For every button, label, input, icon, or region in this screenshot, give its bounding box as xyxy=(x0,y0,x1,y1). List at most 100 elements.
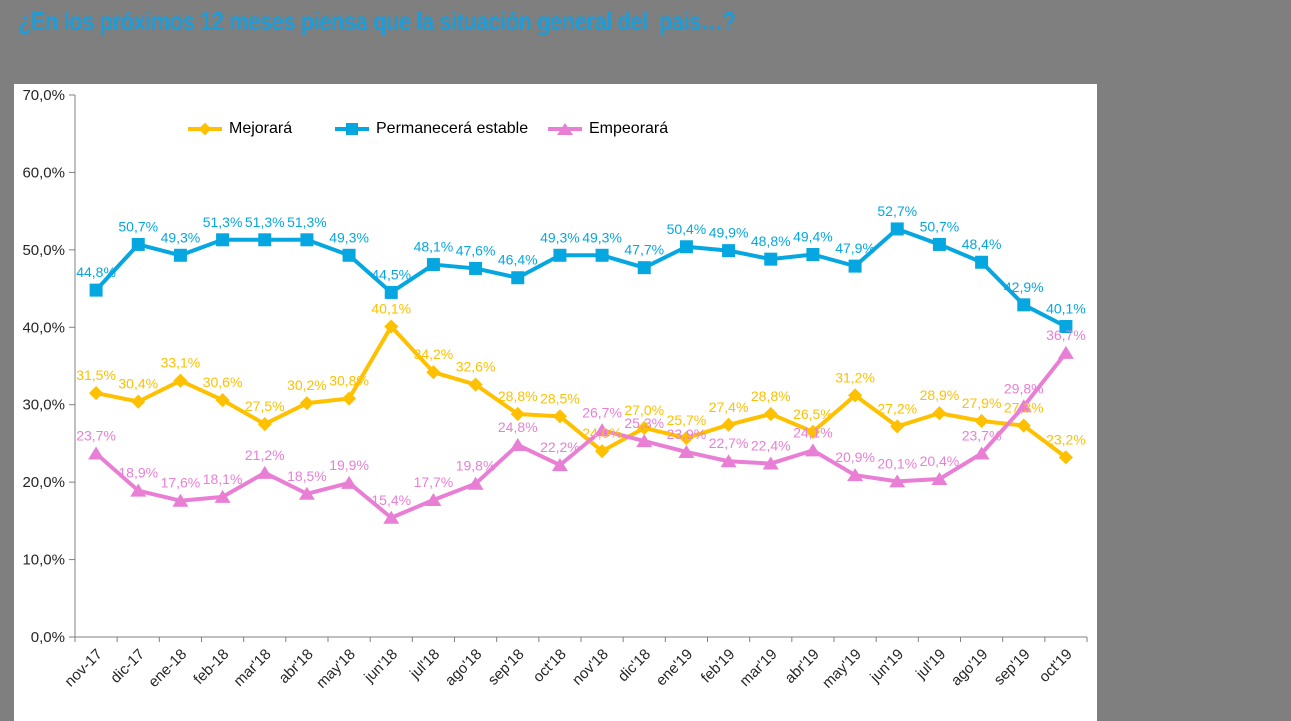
data-point-label: 27,3% xyxy=(1004,400,1044,416)
data-point-marker xyxy=(173,373,188,388)
data-point-marker xyxy=(722,244,736,258)
data-point-label: 28,8% xyxy=(751,388,791,404)
data-point-label: 27,9% xyxy=(962,395,1002,411)
data-point-label: 30,8% xyxy=(329,373,369,389)
data-point-marker xyxy=(384,285,398,299)
data-point-label: 20,1% xyxy=(877,455,917,471)
data-point-marker xyxy=(383,510,400,524)
data-point-label: 25,3% xyxy=(624,415,664,431)
data-point-label: 24,0% xyxy=(582,425,622,441)
data-point-marker xyxy=(1017,298,1031,312)
data-point-marker xyxy=(764,252,778,266)
square-marker-icon xyxy=(346,123,358,135)
x-axis-tick-label: may'18 xyxy=(313,646,359,692)
data-point-marker xyxy=(342,248,356,262)
x-axis-tick-label: may'19 xyxy=(819,646,865,692)
data-point-label: 48,8% xyxy=(751,233,791,249)
data-point-label: 28,5% xyxy=(540,390,580,406)
series-labels-empeorara: 23,7% 18,9%17,6% 18,1%21,2%18,5%19,9% 15,4%… xyxy=(76,327,1086,508)
data-point-marker xyxy=(636,434,653,448)
data-point-label: 23,9% xyxy=(667,426,707,442)
data-point-marker xyxy=(341,475,358,489)
data-point-marker xyxy=(932,406,947,421)
data-point-marker xyxy=(215,392,230,408)
data-point-label: 34,2% xyxy=(414,346,454,362)
data-point-marker xyxy=(172,493,189,507)
data-point-marker xyxy=(89,283,103,297)
data-point-marker xyxy=(131,237,145,251)
x-axis-tick-label: jul'19 xyxy=(912,646,949,683)
x-axis-tick-label: ago'18 xyxy=(442,646,486,690)
data-point-label: 26,5% xyxy=(793,406,833,422)
data-point-marker xyxy=(678,444,695,458)
x-axis-tick-label: dic'18 xyxy=(615,646,654,685)
data-point-label: 22,7% xyxy=(709,435,749,451)
legend-label: Empeorará xyxy=(589,120,669,137)
x-axis-tick-label: mar'18 xyxy=(230,646,274,690)
series-labels-mejorara: 31,5%30,4%33,1%30,6%27,5%30,2% 30,8% 40,1%… xyxy=(76,301,1086,448)
data-point-marker xyxy=(975,255,989,269)
data-point-marker xyxy=(974,413,989,429)
legend-label: Permanecerá estable xyxy=(376,120,529,137)
data-point-label: 46,4% xyxy=(498,252,538,268)
data-point-label: 49,3% xyxy=(540,229,580,245)
data-point-label: 31,5% xyxy=(76,367,116,383)
data-point-marker xyxy=(299,396,314,411)
data-point-label: 27,4% xyxy=(709,399,749,415)
data-point-marker xyxy=(594,423,611,437)
data-point-label: 50,4% xyxy=(667,221,707,237)
data-point-label: 49,3% xyxy=(329,229,369,245)
data-point-marker xyxy=(637,420,652,436)
data-point-label: 20,4% xyxy=(920,453,960,469)
data-point-marker xyxy=(173,248,187,262)
data-point-label: 42,9% xyxy=(1004,279,1044,295)
legend-item-empeorara: Empeorará xyxy=(548,120,668,138)
data-point-marker xyxy=(426,258,440,272)
data-point-marker xyxy=(425,492,442,506)
series-empeorara xyxy=(88,345,1074,524)
x-axis-tick-label: feb-18 xyxy=(190,646,232,688)
diamond-marker-icon xyxy=(198,122,212,136)
x-axis-tick-label: abr'18 xyxy=(276,646,317,687)
data-point-marker xyxy=(847,468,864,482)
data-point-label: 18,9% xyxy=(118,465,158,481)
y-axis-tick-label: 30,0% xyxy=(22,397,65,414)
data-point-marker xyxy=(130,483,147,497)
x-axis-tick-label: nov-17 xyxy=(61,646,105,690)
data-point-label: 52,7% xyxy=(877,203,917,219)
legend-swatch-mejorara xyxy=(188,122,222,136)
data-point-label: 44,8% xyxy=(76,264,116,280)
y-axis-tick-label: 60,0% xyxy=(22,164,65,181)
x-axis-tick-label: dic-17 xyxy=(107,646,148,687)
x-axis-tick-label: sep'19 xyxy=(991,646,1034,689)
data-point-marker xyxy=(552,409,567,424)
data-point-label: 17,7% xyxy=(414,474,454,490)
data-point-label: 18,1% xyxy=(203,471,243,487)
x-axis-tick-label: mar'19 xyxy=(736,646,780,690)
data-point-marker xyxy=(1059,320,1073,334)
data-point-marker xyxy=(88,446,105,460)
chart-title: ¿En los próximos 12 meses piensa que la … xyxy=(18,6,736,36)
data-point-label: 49,3% xyxy=(161,229,201,245)
data-point-marker xyxy=(469,261,483,275)
data-point-label: 27,2% xyxy=(877,400,917,416)
data-point-marker xyxy=(932,237,946,251)
line-chart: 0,0% 10,0% 20,0% 30,0% 40,0% 50,0% 60,0% 70,0% n… xyxy=(22,87,1088,692)
data-point-label: 50,7% xyxy=(118,218,158,234)
data-point-label: 28,8% xyxy=(498,388,538,404)
data-point-marker xyxy=(720,454,737,468)
data-point-marker xyxy=(889,474,906,488)
data-point-label: 49,3% xyxy=(582,229,622,245)
data-point-marker xyxy=(1058,450,1073,465)
y-axis-tick-label: 50,0% xyxy=(22,242,65,259)
data-point-label: 36,7% xyxy=(1046,327,1086,343)
data-point-marker xyxy=(637,261,651,275)
x-axis-tick-label: abr'19 xyxy=(782,646,823,687)
data-point-label: 31,2% xyxy=(835,369,875,385)
data-point-label: 47,6% xyxy=(456,242,496,258)
x-axis-tick-label: sep'18 xyxy=(485,646,528,689)
x-axis-tick-label: nov'18 xyxy=(569,646,612,689)
data-point-label: 30,2% xyxy=(287,377,327,393)
data-point-label: 21,2% xyxy=(245,447,285,463)
data-point-marker xyxy=(551,458,568,472)
